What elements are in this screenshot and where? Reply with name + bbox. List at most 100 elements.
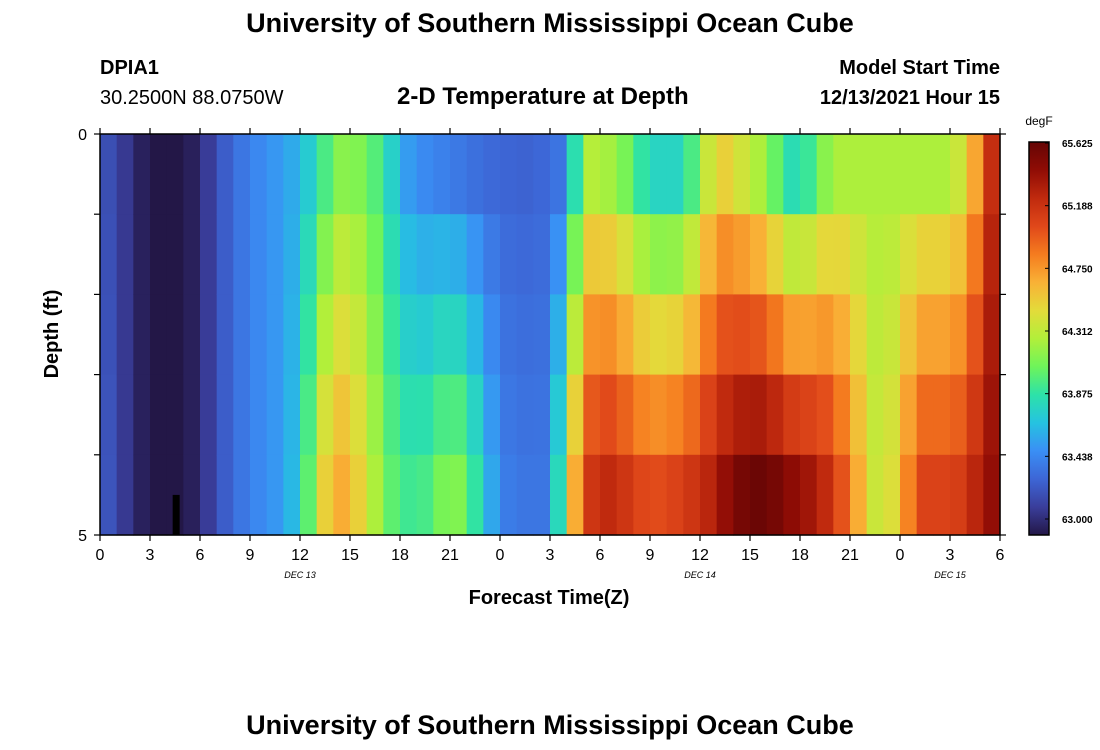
heatmap-cell [400, 134, 418, 215]
heatmap-cell [683, 134, 701, 215]
heatmap-cell [366, 454, 384, 536]
heatmap-cell [416, 294, 434, 376]
heatmap-cell [250, 294, 268, 376]
x-tick-label: 3 [946, 547, 955, 564]
heatmap-cell [566, 454, 584, 536]
heatmap-cell [416, 454, 434, 536]
colorbar-gradient [1028, 141, 1050, 536]
heatmap-cell [650, 454, 668, 536]
heatmap-cell [716, 374, 734, 456]
heatmap-cell [916, 374, 934, 456]
heatmap-cell [866, 214, 884, 295]
heatmap-cell [216, 374, 234, 456]
heatmap-cell [950, 454, 968, 536]
heatmap-cell [800, 134, 818, 215]
heatmap-cell [366, 134, 384, 215]
heatmap-cell [100, 454, 118, 536]
heatmap-cell [416, 214, 434, 295]
heatmap-cell [933, 134, 951, 215]
heatmap-cell [966, 374, 984, 456]
heatmap-cell [750, 454, 768, 536]
heatmap-cell [183, 454, 201, 536]
heatmap-cell [700, 214, 718, 295]
heatmap-cell [350, 214, 368, 295]
heatmap-cell [600, 134, 618, 215]
heatmap-cell [433, 214, 451, 295]
colorbar-tick-label: 64.750 [1062, 264, 1093, 275]
heatmap-cell [316, 454, 334, 536]
heatmap-cell [833, 454, 851, 536]
heatmap-cell [633, 454, 651, 536]
heatmap-cell [316, 294, 334, 376]
heatmap-cell [350, 454, 368, 536]
heatmap-cell [383, 214, 401, 295]
heatmap-cell [883, 294, 901, 376]
heatmap-cell [783, 454, 801, 536]
heatmap-cell [900, 374, 918, 456]
heatmap-cell [950, 214, 968, 295]
y-tick-label: 5 [78, 528, 87, 545]
heatmap-cell [566, 374, 584, 456]
heatmap-cell [516, 214, 534, 295]
heatmap-cell [783, 134, 801, 215]
heatmap-cell [450, 294, 468, 376]
heatmap-cell [366, 294, 384, 376]
heatmap-cell [300, 374, 318, 456]
heatmap-cell [583, 134, 601, 215]
heatmap-cell [633, 374, 651, 456]
heatmap-cell [100, 214, 118, 295]
heatmap-cell [583, 454, 601, 536]
station-coordinates: 30.2500N 88.0750W [100, 87, 284, 109]
heatmap-cell [766, 214, 784, 295]
heatmap-cell [333, 214, 351, 295]
model-start-value: 12/13/2021 Hour 15 [819, 87, 1000, 109]
x-tick-label: 21 [441, 547, 459, 564]
heatmap-cell [133, 294, 151, 376]
heatmap-cell [450, 214, 468, 295]
heatmap-cell [983, 374, 1001, 456]
heatmap-cell [833, 294, 851, 376]
x-date-label: DEC 14 [684, 570, 716, 580]
heatmap-cell [283, 294, 301, 376]
heatmap-cell [283, 134, 301, 215]
heatmap-cell [933, 454, 951, 536]
heatmap-cell [550, 374, 568, 456]
heatmap-cell [716, 294, 734, 376]
heatmap-cell [233, 134, 251, 215]
heatmap-cell [916, 454, 934, 536]
heatmap-cell [566, 294, 584, 376]
heatmap-cell [666, 374, 684, 456]
heatmap-cell [516, 454, 534, 536]
heatmap-cell [450, 134, 468, 215]
heatmap-cell [133, 134, 151, 215]
heatmap-cell [416, 134, 434, 215]
heatmap-cell [783, 294, 801, 376]
heatmap-cell [183, 374, 201, 456]
heatmap-cell [900, 454, 918, 536]
heatmap-cell [166, 374, 184, 456]
heatmap-cell [666, 294, 684, 376]
x-tick-label: 3 [146, 547, 155, 564]
heatmap-cell [483, 214, 501, 295]
heatmap-cell [600, 214, 618, 295]
heatmap-cell [400, 294, 418, 376]
heatmap-cell [450, 374, 468, 456]
heatmap-cell [700, 134, 718, 215]
heatmap-cell [683, 454, 701, 536]
x-date-label: DEC 13 [284, 570, 316, 580]
heatmap-cell [200, 454, 218, 536]
heatmap-cell [333, 134, 351, 215]
heatmap-cell [916, 214, 934, 295]
heatmap-cell [216, 134, 234, 215]
heatmap-cell [466, 374, 484, 456]
heatmap-cell [616, 134, 634, 215]
heatmap-cell [716, 454, 734, 536]
heatmap-cell [600, 374, 618, 456]
colorbar-tick-label: 63.438 [1062, 452, 1093, 463]
page-title: University of Southern Mississippi Ocean… [246, 8, 854, 38]
heatmap-cell [750, 134, 768, 215]
heatmap-cell [900, 134, 918, 215]
heatmap-cell [250, 454, 268, 536]
heatmap-cell [650, 134, 668, 215]
